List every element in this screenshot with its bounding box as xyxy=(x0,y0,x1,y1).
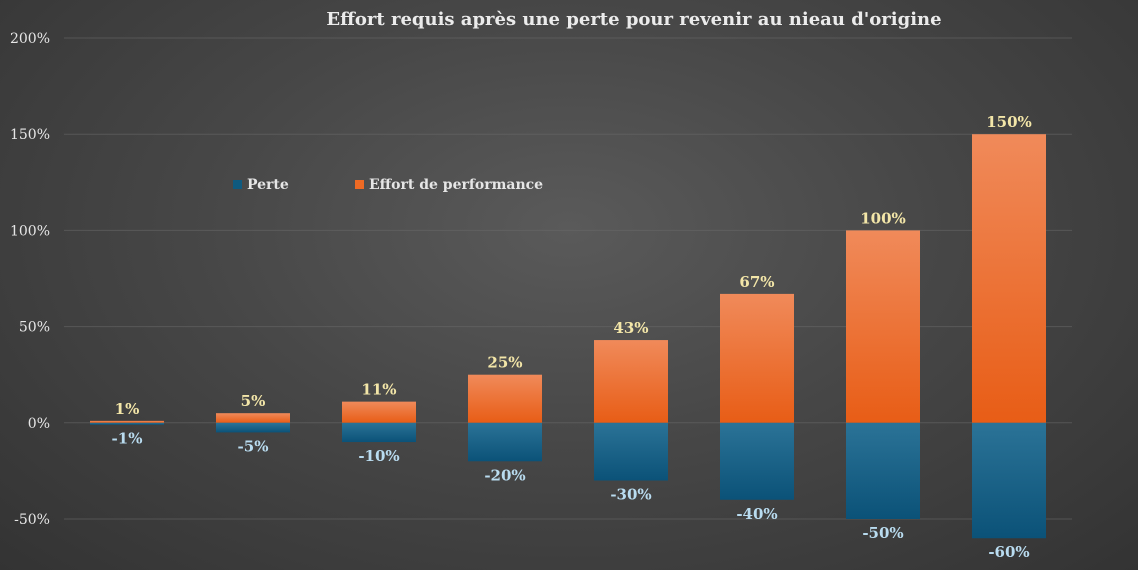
y-tick-label: 0% xyxy=(28,416,50,432)
effort-bar xyxy=(720,293,794,423)
loss-bar xyxy=(594,422,668,481)
y-tick-label: 150% xyxy=(10,127,50,143)
effort-bar xyxy=(216,413,290,423)
effort-bar xyxy=(342,401,416,423)
effort-data-label: 11% xyxy=(361,381,396,399)
effort-bar xyxy=(468,374,542,423)
legend: Perte Effort de performance xyxy=(233,177,543,193)
loss-data-label: -20% xyxy=(484,466,525,484)
loss-data-label: -1% xyxy=(112,430,143,448)
y-tick-label: 200% xyxy=(10,31,50,47)
loss-data-label: -30% xyxy=(610,486,651,504)
loss-data-label: -40% xyxy=(736,505,777,523)
loss-bar xyxy=(720,422,794,500)
legend-label-effort: Effort de performance xyxy=(369,177,543,193)
loss-data-label: -5% xyxy=(238,437,269,455)
legend-label-perte: Perte xyxy=(247,177,289,193)
effort-data-label: 67% xyxy=(739,273,774,291)
effort-data-label: 150% xyxy=(986,113,1032,131)
loss-bar xyxy=(90,422,164,425)
effort-data-label: 100% xyxy=(860,209,906,227)
loss-data-label: -60% xyxy=(988,543,1029,561)
effort-bar xyxy=(90,420,164,423)
y-tick-label: -50% xyxy=(14,512,50,528)
effort-bar xyxy=(846,230,920,423)
y-tick-label: 50% xyxy=(19,320,50,336)
loss-data-label: -10% xyxy=(358,447,399,465)
loss-bar xyxy=(846,422,920,519)
loss-bar xyxy=(216,422,290,433)
loss-bar xyxy=(342,422,416,443)
chart-title: Effort requis après une perte pour reven… xyxy=(326,9,941,30)
effort-data-label: 5% xyxy=(241,392,266,410)
loss-data-label: -50% xyxy=(862,524,903,542)
loss-bar xyxy=(972,422,1046,539)
effort-bar xyxy=(594,340,668,423)
loss-bar xyxy=(468,422,542,462)
y-tick-label: 100% xyxy=(10,223,50,239)
legend-swatch-perte xyxy=(233,180,242,189)
effort-data-label: 1% xyxy=(115,400,140,418)
effort-data-label: 25% xyxy=(487,354,522,372)
legend-swatch-effort xyxy=(355,180,364,189)
effort-data-label: 43% xyxy=(613,319,648,337)
effort-bar xyxy=(972,134,1046,423)
